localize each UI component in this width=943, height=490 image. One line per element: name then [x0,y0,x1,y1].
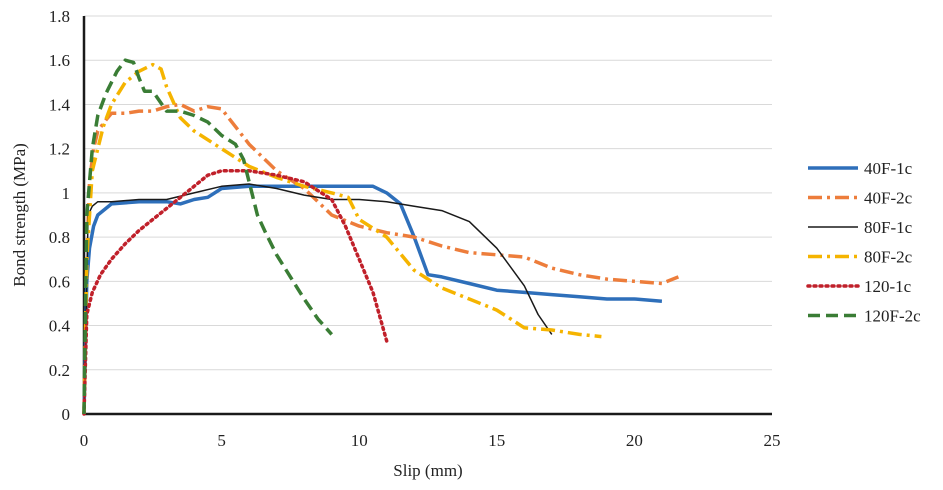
y-tick-label: 1.8 [49,7,70,26]
x-tick-label: 0 [80,431,89,450]
x-axis-title: Slip (mm) [393,461,462,480]
legend-label-80F-1c: 80F-1c [864,218,913,237]
series-line-120-1c [82,169,389,416]
x-tick-label: 15 [488,431,505,450]
legend: 40F-1c 40F-2c 80F-1c 80F-2c 120-1c 120F-2c [806,159,921,326]
legend-label-40F-1c: 40F-1c [864,159,913,178]
legend-label-120-1c: 120-1c [864,277,912,296]
series-line-80F-2c [82,62,602,415]
legend-label-40F-2c: 40F-2c [864,189,913,208]
x-tick-label: 10 [351,431,368,450]
tick-labels: 0 0.2 0.4 0.6 0.8 1 1.2 1.4 1.6 1.8 0 5 10 15 20 25 [49,7,781,450]
x-tick-label: 5 [217,431,226,450]
legend-label-80F-2c: 80F-2c [864,248,913,267]
series-line-120F-2c [82,58,334,415]
series-line-40F-2c [82,102,680,415]
x-tick-label: 20 [626,431,643,450]
gridlines [84,15,772,371]
y-tick-label: 1 [62,184,71,203]
y-tick-label: 0.6 [49,272,70,291]
y-tick-label: 1.6 [49,51,70,70]
y-tick-label: 0.2 [49,361,70,380]
y-tick-label: 1.2 [49,140,70,159]
axes [82,16,772,416]
x-tick-label: 25 [764,431,781,450]
legend-label-120F-2c: 120F-2c [864,307,921,326]
series-line-80F-1c [83,183,553,415]
series-lines [82,58,680,416]
y-tick-label: 0.8 [49,228,70,247]
y-axis-title: Bond strength (MPa) [10,143,29,287]
series-line-40F-1c [82,184,663,415]
y-tick-label: 0.4 [49,317,71,336]
y-tick-label: 0 [62,405,71,424]
y-tick-label: 1.4 [49,95,71,114]
